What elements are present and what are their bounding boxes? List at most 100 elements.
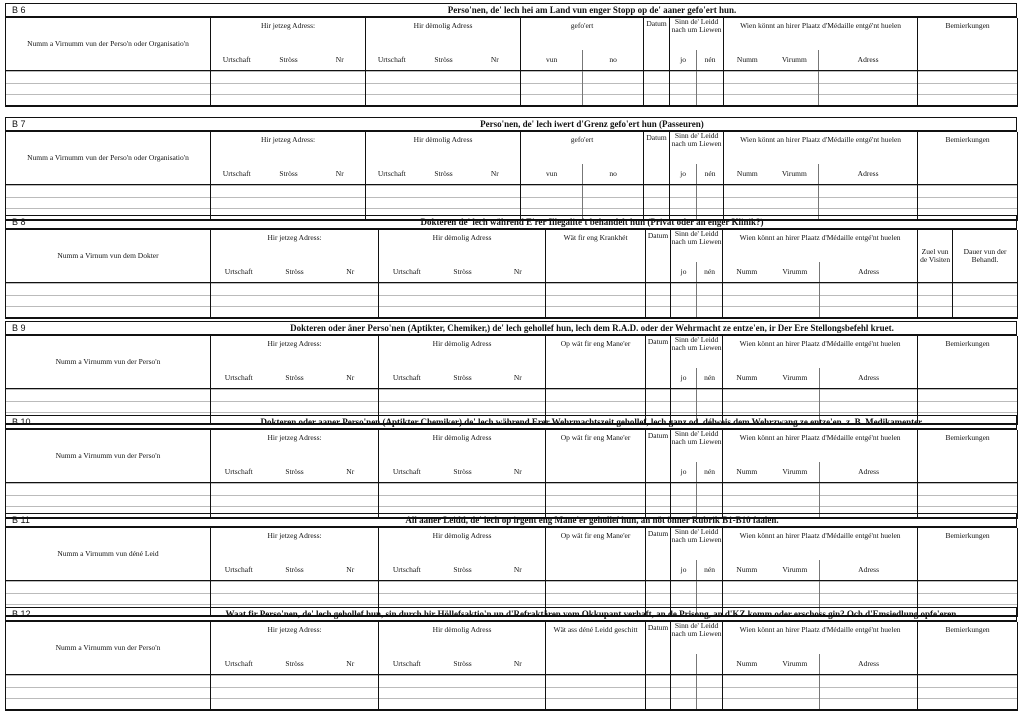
entry-cell[interactable]	[819, 482, 918, 519]
entry-cell[interactable]	[365, 70, 418, 107]
entry-cell[interactable]	[417, 70, 470, 107]
entry-cell[interactable]	[434, 388, 491, 425]
entry-cell[interactable]	[670, 482, 697, 519]
entry-cell[interactable]	[434, 282, 491, 319]
entry-cell[interactable]	[722, 482, 771, 519]
entry-cell[interactable]	[490, 388, 546, 425]
entry-cell[interactable]	[5, 580, 211, 617]
entry-cell[interactable]	[210, 580, 267, 617]
entry-cell[interactable]	[669, 184, 697, 221]
entry-cell[interactable]	[545, 482, 646, 519]
entry-cell[interactable]	[582, 184, 644, 221]
entry-cell[interactable]	[545, 580, 646, 617]
entry-cell[interactable]	[262, 184, 315, 221]
entry-cell[interactable]	[210, 184, 263, 221]
entry-cell[interactable]	[520, 70, 583, 107]
entry-cell[interactable]	[645, 580, 671, 617]
entry-cell[interactable]	[819, 282, 918, 319]
entry-cell[interactable]	[645, 388, 671, 425]
entry-cell[interactable]	[490, 282, 546, 319]
entry-cell[interactable]	[469, 184, 521, 221]
entry-cell[interactable]	[262, 70, 315, 107]
entry-cell[interactable]	[770, 282, 820, 319]
entry-cell[interactable]	[378, 482, 435, 519]
entry-cell[interactable]	[818, 184, 918, 221]
entry-cell[interactable]	[434, 482, 491, 519]
entry-cell[interactable]	[210, 388, 267, 425]
entry-cell[interactable]	[670, 674, 697, 711]
entry-cell[interactable]	[210, 70, 263, 107]
entry-cell[interactable]	[365, 184, 418, 221]
entry-cell[interactable]	[670, 388, 697, 425]
entry-cell[interactable]	[490, 482, 546, 519]
entry-cell[interactable]	[378, 674, 435, 711]
entry-cell[interactable]	[266, 482, 323, 519]
entry-cell[interactable]	[770, 580, 820, 617]
entry-cell[interactable]	[917, 282, 953, 319]
entry-cell[interactable]	[917, 674, 1018, 711]
entry-cell[interactable]	[917, 482, 1018, 519]
entry-cell[interactable]	[434, 580, 491, 617]
entry-cell[interactable]	[696, 482, 723, 519]
entry-cell[interactable]	[210, 282, 267, 319]
entry-cell[interactable]	[378, 388, 435, 425]
entry-cell[interactable]	[210, 482, 267, 519]
entry-cell[interactable]	[670, 282, 697, 319]
entry-cell[interactable]	[322, 674, 379, 711]
entry-cell[interactable]	[266, 580, 323, 617]
entry-cell[interactable]	[819, 674, 918, 711]
entry-cell[interactable]	[314, 70, 366, 107]
entry-cell[interactable]	[722, 580, 771, 617]
entry-cell[interactable]	[917, 388, 1018, 425]
entry-cell[interactable]	[643, 70, 670, 107]
entry-cell[interactable]	[917, 184, 1018, 221]
entry-cell[interactable]	[378, 580, 435, 617]
entry-cell[interactable]	[545, 674, 646, 711]
entry-cell[interactable]	[670, 580, 697, 617]
entry-cell[interactable]	[917, 580, 1018, 617]
entry-cell[interactable]	[490, 580, 546, 617]
entry-cell[interactable]	[469, 70, 521, 107]
entry-cell[interactable]	[490, 674, 546, 711]
entry-cell[interactable]	[696, 580, 723, 617]
entry-cell[interactable]	[723, 184, 771, 221]
entry-cell[interactable]	[770, 184, 819, 221]
entry-cell[interactable]	[696, 674, 723, 711]
entry-cell[interactable]	[917, 70, 1018, 107]
entry-cell[interactable]	[5, 482, 211, 519]
entry-cell[interactable]	[5, 674, 211, 711]
entry-cell[interactable]	[5, 388, 211, 425]
entry-cell[interactable]	[722, 282, 771, 319]
entry-cell[interactable]	[322, 580, 379, 617]
entry-cell[interactable]	[314, 184, 366, 221]
entry-cell[interactable]	[520, 184, 583, 221]
entry-cell[interactable]	[819, 580, 918, 617]
entry-cell[interactable]	[696, 282, 723, 319]
entry-cell[interactable]	[770, 388, 820, 425]
entry-cell[interactable]	[417, 184, 470, 221]
entry-cell[interactable]	[5, 184, 211, 221]
entry-cell[interactable]	[545, 282, 646, 319]
entry-cell[interactable]	[770, 70, 819, 107]
entry-cell[interactable]	[723, 70, 771, 107]
entry-cell[interactable]	[378, 282, 435, 319]
entry-cell[interactable]	[696, 388, 723, 425]
entry-cell[interactable]	[322, 388, 379, 425]
entry-cell[interactable]	[266, 282, 323, 319]
entry-cell[interactable]	[266, 674, 323, 711]
entry-cell[interactable]	[770, 674, 820, 711]
entry-cell[interactable]	[696, 184, 724, 221]
entry-cell[interactable]	[643, 184, 670, 221]
entry-cell[interactable]	[722, 674, 771, 711]
entry-cell[interactable]	[645, 282, 671, 319]
entry-cell[interactable]	[669, 70, 697, 107]
entry-cell[interactable]	[210, 674, 267, 711]
entry-cell[interactable]	[322, 282, 379, 319]
entry-cell[interactable]	[645, 674, 671, 711]
entry-cell[interactable]	[5, 70, 211, 107]
entry-cell[interactable]	[5, 282, 211, 319]
entry-cell[interactable]	[545, 388, 646, 425]
entry-cell[interactable]	[266, 388, 323, 425]
entry-cell[interactable]	[645, 482, 671, 519]
entry-cell[interactable]	[434, 674, 491, 711]
